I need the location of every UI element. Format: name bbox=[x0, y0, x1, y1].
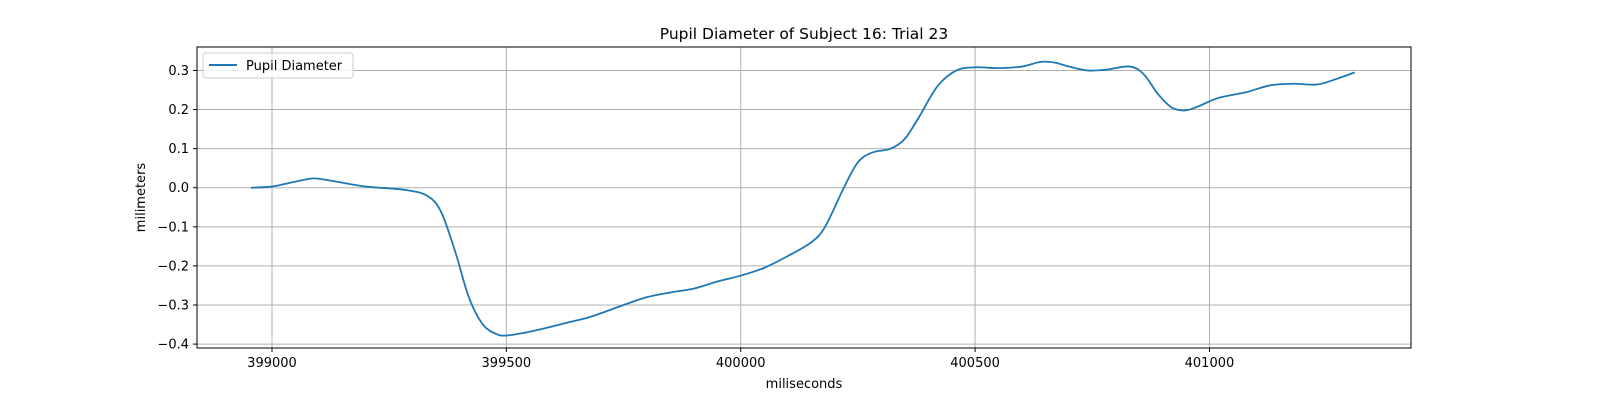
series-layer bbox=[250, 60, 1356, 337]
y-tick-label: 0.2 bbox=[168, 103, 189, 118]
y-axis: −0.4 −0.3 −0.2 −0.1 0.0 0.1 0.2 0.3 bbox=[157, 64, 197, 353]
y-tick-label: 0.3 bbox=[168, 64, 189, 79]
x-axis-title: miliseconds bbox=[766, 377, 843, 392]
x-tick-label: 399500 bbox=[482, 356, 532, 371]
legend-box bbox=[202, 52, 354, 79]
chart-title: Pupil Diameter of Subject 16: Trial 23 bbox=[660, 25, 949, 43]
x-tick-label: 401000 bbox=[1185, 356, 1235, 371]
y-tick-label: 0.0 bbox=[168, 181, 189, 196]
x-tick-label: 400000 bbox=[716, 356, 766, 371]
y-tick-label: −0.2 bbox=[157, 259, 189, 274]
y-tick-label: −0.4 bbox=[157, 338, 189, 353]
legend-label: Pupil Diameter bbox=[246, 59, 343, 74]
x-axis: 399000 399500 400000 400500 401000 bbox=[247, 348, 1234, 371]
y-axis-title: milimeters bbox=[134, 163, 149, 233]
x-tick-label: 400500 bbox=[950, 356, 1000, 371]
y-tick-label: 0.1 bbox=[168, 142, 189, 157]
x-tick-label: 399000 bbox=[247, 356, 297, 371]
plot-frame bbox=[196, 46, 1412, 349]
y-tick-label: −0.3 bbox=[157, 299, 189, 314]
series-line-pupil-diameter bbox=[250, 60, 1356, 337]
legend: Pupil Diameter bbox=[202, 52, 354, 79]
y-tick-label: −0.1 bbox=[157, 220, 189, 235]
grid bbox=[197, 47, 1411, 348]
